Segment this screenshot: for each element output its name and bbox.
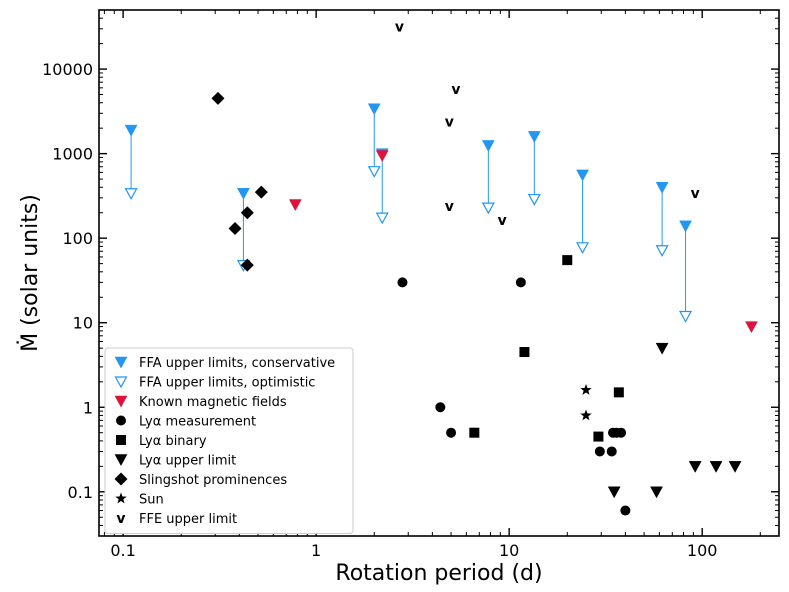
x-tick-label: 0.1 <box>110 541 135 560</box>
point-series-1-2 <box>367 166 381 178</box>
point-series-3-2 <box>435 402 446 413</box>
point-series-5-1 <box>607 486 621 499</box>
legend-marker-7 <box>115 492 127 504</box>
legend-marker-0 <box>114 356 128 369</box>
legend-label-3: Lyα measurement <box>139 415 256 430</box>
point-series-5-0 <box>655 342 669 355</box>
point-series-3-8 <box>616 427 627 438</box>
point-series-6-0 <box>211 91 225 105</box>
point-series-4-4 <box>613 387 624 398</box>
x-tick-label: 10 <box>499 541 519 560</box>
point-series-1-5 <box>527 193 541 206</box>
x-tick-label: 1 <box>311 541 321 560</box>
legend-label-1: FFA upper limits, optimistic <box>139 376 315 391</box>
point-series-1-8 <box>679 310 693 323</box>
x-tick-label: 100 <box>687 541 718 560</box>
point-series-3-5 <box>606 446 617 457</box>
point-series-4-0 <box>562 255 573 266</box>
y-tick-label: 100 <box>62 229 93 248</box>
legend-label-4: Lyα binary <box>139 434 207 449</box>
legend: FFA upper limits, conservative FFA upper … <box>104 347 354 534</box>
point-series-7-1 <box>580 409 592 421</box>
point-series-5-3 <box>688 461 702 473</box>
legend-marker-4 <box>116 435 126 445</box>
point-series-4-1 <box>519 347 530 358</box>
legend-marker-5 <box>114 454 128 467</box>
point-series-8-0: v <box>395 19 404 35</box>
point-series-5-5 <box>728 461 742 473</box>
point-series-0-0 <box>124 124 138 137</box>
point-series-1-3 <box>375 212 389 225</box>
point-series-3-9 <box>620 505 631 516</box>
ticks-layer: 0.1 1 10 100 0.1 1 10 100 1000 10000 <box>42 10 779 560</box>
y-tick-label: 10 <box>73 314 93 333</box>
x-axis-label: Rotation period (d) <box>335 561 542 586</box>
point-series-4-3 <box>593 431 604 442</box>
point-series-1-4 <box>481 202 495 215</box>
point-series-0-4 <box>481 140 495 152</box>
legend-marker-3 <box>116 415 126 426</box>
y-tick-label: 1 <box>83 398 93 417</box>
point-series-3-1 <box>515 277 526 288</box>
point-series-7-0 <box>580 384 592 395</box>
plot-frame <box>98 9 780 537</box>
point-series-5-4 <box>709 461 723 473</box>
legend-label-2: Known magnetic fields <box>139 395 287 410</box>
point-series-2-2 <box>745 321 758 334</box>
point-series-3-0 <box>397 277 408 288</box>
point-series-8-5: v <box>691 186 700 202</box>
y-axis-label: Ṁ (solar units) <box>17 194 43 352</box>
legend-marker-6 <box>114 472 128 486</box>
legend-label-0: FFA upper limits, conservative <box>139 356 335 371</box>
point-series-3-4 <box>594 446 605 457</box>
point-series-6-1 <box>228 222 242 236</box>
legend-label-6: Slingshot prominences <box>139 473 287 488</box>
arrows-layer <box>130 108 687 317</box>
point-series-0-6 <box>576 169 589 182</box>
point-series-3-3 <box>446 427 457 438</box>
point-series-0-2 <box>367 103 381 116</box>
point-series-5-2 <box>650 486 663 499</box>
y-tick-label: 0.1 <box>68 483 93 502</box>
legend-marker-2 <box>114 395 128 408</box>
y-tick-label: 1000 <box>52 145 93 164</box>
point-series-4-2 <box>469 427 480 438</box>
legend-label-7: Sun <box>139 493 164 508</box>
point-series-1-6 <box>576 242 590 255</box>
point-series-2-0 <box>288 199 302 212</box>
legend-label-5: Lyα upper limit <box>139 454 236 469</box>
point-series-8-4: v <box>498 213 507 229</box>
point-series-0-8 <box>679 220 692 233</box>
point-series-2-1 <box>375 150 389 163</box>
point-series-0-1 <box>236 187 250 200</box>
point-series-6-2 <box>240 206 254 220</box>
point-series-8-3: v <box>445 199 454 215</box>
legend-marker-1 <box>114 376 128 389</box>
point-series-1-7 <box>655 245 669 257</box>
point-series-6-4 <box>240 258 254 272</box>
point-series-1-0 <box>124 188 138 200</box>
legend-label-8: FFE upper limit <box>139 512 237 527</box>
legend-box <box>104 347 354 534</box>
legend-marker-8: v <box>116 511 125 527</box>
point-series-6-3 <box>254 185 268 199</box>
point-series-0-7 <box>655 182 669 194</box>
point-series-8-1: v <box>451 82 460 98</box>
point-series-8-2: v <box>445 114 454 130</box>
point-series-0-5 <box>527 131 541 143</box>
y-tick-label: 10000 <box>42 60 93 79</box>
